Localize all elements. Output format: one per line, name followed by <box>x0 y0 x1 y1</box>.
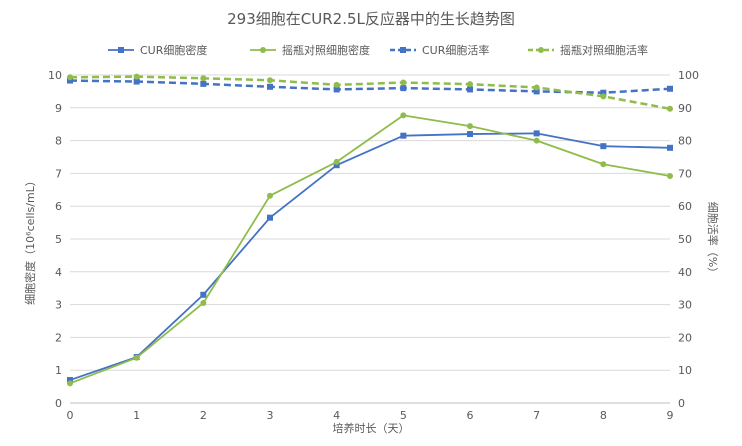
x-tick-label: 4 <box>333 409 340 422</box>
data-point <box>333 86 340 93</box>
x-axis-title: 培养时长（天） <box>332 422 410 435</box>
y-tick-label-right: 30 <box>678 299 692 312</box>
y-tick-label-right: 80 <box>678 135 692 148</box>
data-point <box>133 73 140 80</box>
data-point <box>333 162 340 169</box>
data-point <box>667 144 673 151</box>
y-tick-label-left: 6 <box>55 200 62 213</box>
data-point <box>467 81 473 88</box>
y-tick-label-right: 0 <box>678 397 685 410</box>
data-point <box>267 214 273 221</box>
data-point <box>267 77 273 84</box>
y-tick-label-left: 7 <box>55 167 62 180</box>
legend-label: CUR细胞活率 <box>422 44 490 57</box>
data-point <box>200 80 207 87</box>
data-point <box>667 105 673 112</box>
y-tick-label-left: 4 <box>55 266 62 279</box>
data-point <box>600 161 607 168</box>
y-tick-label-right: 60 <box>678 200 692 213</box>
legend: CUR细胞密度 摇瓶对照细胞密度 CUR细胞活率 摇瓶对照细胞活率 <box>0 42 742 58</box>
x-tick-label: 8 <box>600 409 607 422</box>
data-point <box>67 74 73 81</box>
data-point <box>400 112 407 119</box>
y-tick-label-left: 3 <box>55 299 62 312</box>
data-point <box>600 93 607 100</box>
data-point <box>67 380 73 387</box>
legend-label: 摇瓶对照细胞密度 <box>282 44 370 57</box>
x-tick-label: 1 <box>133 409 140 422</box>
data-point <box>133 354 140 361</box>
y-tick-label-left: 0 <box>55 397 62 410</box>
data-point <box>600 143 607 150</box>
y-tick-label-right: 40 <box>678 266 692 279</box>
data-point <box>333 81 340 88</box>
y-tick-label-right: 70 <box>678 167 692 180</box>
data-point <box>667 173 673 180</box>
data-point <box>400 132 407 139</box>
data-point <box>533 137 540 144</box>
y-tick-label-left: 9 <box>55 102 62 115</box>
series-line <box>69 114 671 385</box>
y-tick-label-right: 20 <box>678 331 692 344</box>
data-point <box>533 84 540 91</box>
y-tick-label-left: 1 <box>55 364 62 377</box>
legend-swatch-icon <box>528 47 554 53</box>
y-tick-label-left: 10 <box>48 69 62 82</box>
legend-label: 摇瓶对照细胞活率 <box>560 44 648 57</box>
y-tick-label-right: 10 <box>678 364 692 377</box>
legend-swatch-icon <box>390 47 416 53</box>
data-point <box>667 85 673 92</box>
x-tick-label: 7 <box>533 409 540 422</box>
data-point <box>267 192 273 199</box>
series-line <box>69 79 671 94</box>
y-axis-right-title: 细胞活率（%） <box>706 201 719 279</box>
chart-title: 293细胞在CUR2.5L反应器中的生长趋势图 <box>227 10 515 28</box>
data-point <box>600 89 607 96</box>
x-tick-label: 6 <box>467 409 474 422</box>
legend-item: 摇瓶对照细胞密度 <box>250 42 370 58</box>
legend-item: CUR细胞密度 <box>108 42 207 58</box>
data-point <box>467 86 473 93</box>
legend-item: CUR细胞活率 <box>390 42 489 58</box>
y-tick-label-right: 90 <box>678 102 692 115</box>
data-point <box>200 299 207 306</box>
data-point <box>133 78 140 85</box>
data-point <box>400 85 407 92</box>
y-tick-label-right: 50 <box>678 233 692 246</box>
series-line <box>69 75 671 111</box>
y-tick-label-right: 100 <box>678 69 699 82</box>
legend-swatch-icon <box>108 47 134 53</box>
data-point <box>200 291 207 298</box>
data-point <box>200 75 207 82</box>
series-line <box>69 132 671 381</box>
x-tick-label: 5 <box>400 409 407 422</box>
x-tick-label: 2 <box>200 409 207 422</box>
data-point <box>467 131 473 138</box>
legend-swatch-icon <box>250 47 276 53</box>
data-point <box>333 158 340 165</box>
x-tick-label: 0 <box>67 409 74 422</box>
x-tick-label: 3 <box>267 409 274 422</box>
x-tick-label: 9 <box>667 409 674 422</box>
data-point <box>67 77 73 84</box>
data-point <box>67 377 73 384</box>
data-point <box>400 79 407 86</box>
y-tick-label-left: 2 <box>55 331 62 344</box>
legend-item: 摇瓶对照细胞活率 <box>528 42 648 58</box>
data-point <box>533 130 540 137</box>
legend-label: CUR细胞密度 <box>140 44 208 57</box>
y-axis-left-title: 细胞密度（10⁶cells/mL） <box>24 175 37 305</box>
data-point <box>533 88 540 95</box>
y-tick-label-left: 8 <box>55 135 62 148</box>
data-point <box>267 83 273 90</box>
data-point <box>467 123 473 130</box>
y-tick-label-left: 5 <box>55 233 62 246</box>
